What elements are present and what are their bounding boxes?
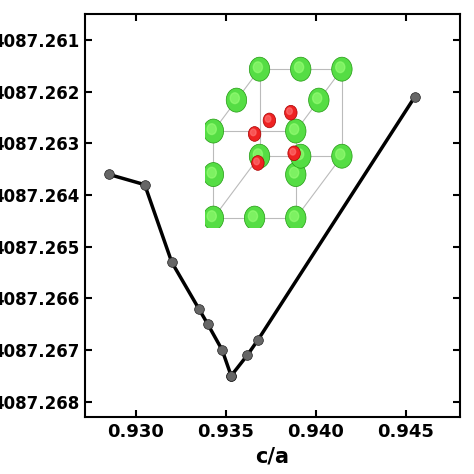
X-axis label: c/a: c/a [255, 446, 290, 466]
